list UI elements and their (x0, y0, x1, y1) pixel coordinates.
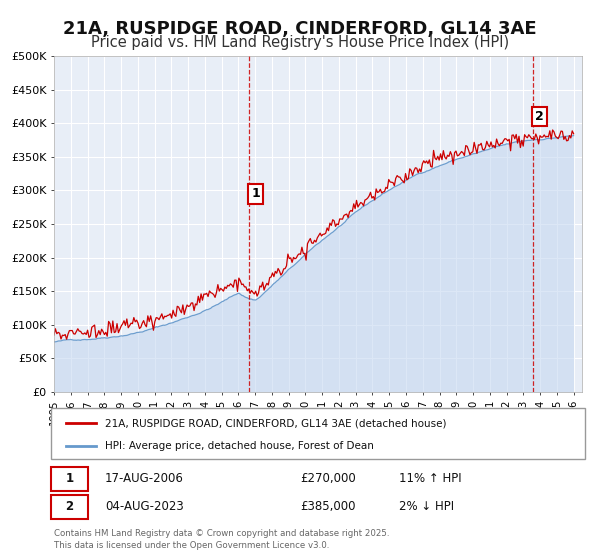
Text: 2% ↓ HPI: 2% ↓ HPI (399, 500, 454, 514)
Text: 1: 1 (251, 188, 260, 200)
Text: 21A, RUSPIDGE ROAD, CINDERFORD, GL14 3AE: 21A, RUSPIDGE ROAD, CINDERFORD, GL14 3AE (63, 20, 537, 38)
Text: 21A, RUSPIDGE ROAD, CINDERFORD, GL14 3AE (detached house): 21A, RUSPIDGE ROAD, CINDERFORD, GL14 3AE… (105, 418, 446, 428)
Text: 17-AUG-2006: 17-AUG-2006 (105, 472, 184, 486)
Text: Price paid vs. HM Land Registry's House Price Index (HPI): Price paid vs. HM Land Registry's House … (91, 35, 509, 50)
Text: £385,000: £385,000 (300, 500, 355, 514)
Text: £270,000: £270,000 (300, 472, 356, 486)
Text: 2: 2 (535, 110, 544, 123)
Text: 1: 1 (65, 472, 74, 486)
Text: 2: 2 (65, 500, 74, 514)
Text: Contains HM Land Registry data © Crown copyright and database right 2025.
This d: Contains HM Land Registry data © Crown c… (54, 529, 389, 550)
Text: 04-AUG-2023: 04-AUG-2023 (105, 500, 184, 514)
Text: HPI: Average price, detached house, Forest of Dean: HPI: Average price, detached house, Fore… (105, 441, 374, 451)
Text: 11% ↑ HPI: 11% ↑ HPI (399, 472, 461, 486)
